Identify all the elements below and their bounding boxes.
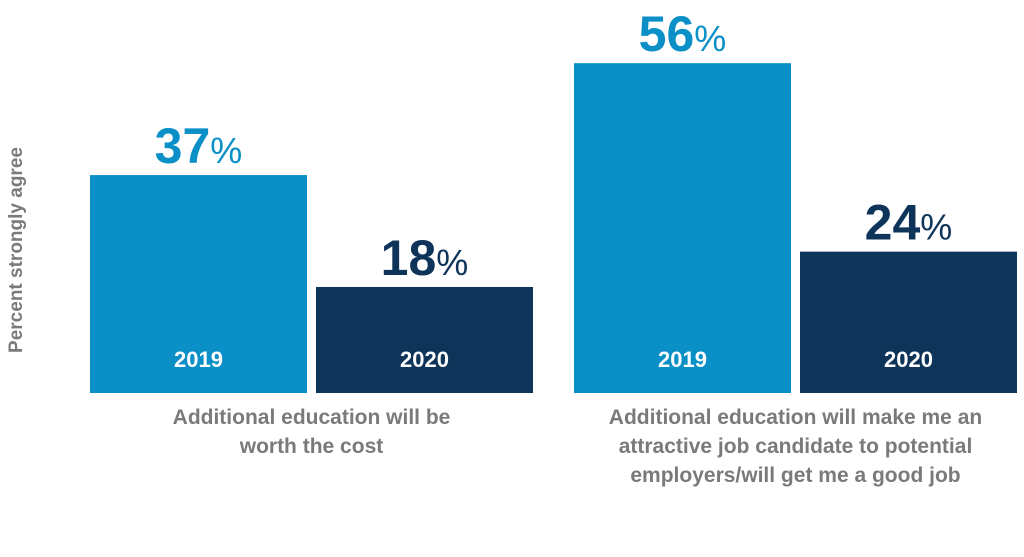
- y-axis-label: Percent strongly agree: [6, 147, 27, 353]
- bar-series-label: 2020: [884, 347, 933, 372]
- bar-series-label: 2019: [174, 347, 223, 372]
- data-label-2020-cat1: 18%: [381, 230, 469, 286]
- data-label-2020-cat2: 24%: [865, 195, 953, 251]
- category-label-2: Additional education will make me an attr…: [609, 406, 982, 487]
- bar-series-label: 2019: [658, 347, 707, 372]
- bar-2020-cat1: [316, 286, 533, 393]
- bar-series-label: 2020: [400, 347, 449, 372]
- bar-2020-cat2: [800, 251, 1017, 393]
- bars-group: [90, 63, 1017, 393]
- labels-group: 2019 37% 2020 18% Additional education will …: [155, 6, 983, 487]
- category-label-1: Additional education will be worth the co…: [173, 406, 451, 458]
- data-label-2019-cat1: 37%: [155, 118, 243, 174]
- data-label-2019-cat2: 56%: [639, 6, 727, 62]
- bar-2019-cat1: [90, 175, 307, 393]
- bar-2019-cat2: [574, 63, 791, 393]
